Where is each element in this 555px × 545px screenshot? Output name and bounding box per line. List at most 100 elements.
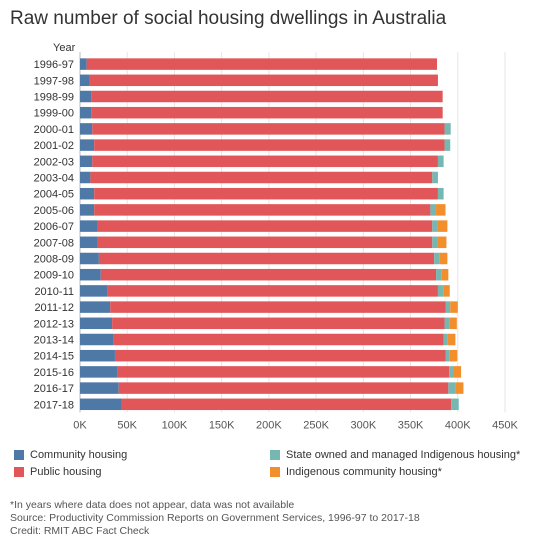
bar-segment <box>80 268 101 281</box>
bar-segment <box>92 155 438 168</box>
bar-segment <box>80 236 97 249</box>
bar-segment <box>114 349 446 362</box>
legend-label: State owned and managed Indigenous housi… <box>286 449 521 461</box>
y-tick-label: 2005-06 <box>34 205 74 217</box>
bar-segment <box>86 58 437 70</box>
legend-item-public-housing: Public housing <box>14 466 102 478</box>
bar-segment <box>97 220 433 232</box>
bar-segment <box>445 301 451 313</box>
legend-label: Indigenous community housing* <box>286 466 442 478</box>
y-tick-label: 2009-10 <box>34 270 74 282</box>
bar-segment <box>437 155 444 168</box>
y-tick-label: 2015-16 <box>34 367 74 379</box>
bar-segment <box>432 171 438 184</box>
x-tick-label: 450K <box>492 419 518 431</box>
x-tick-label: 150K <box>209 419 235 431</box>
legend-swatch <box>14 467 24 477</box>
legend-item-community-housing: Community housing <box>14 449 127 461</box>
bar-segment <box>449 317 457 330</box>
bar-segment <box>441 268 449 281</box>
bar-segment <box>91 90 443 103</box>
bar-segment <box>455 382 464 394</box>
legend-label: Community housing <box>30 449 128 461</box>
bar-segment <box>439 252 448 265</box>
bar-segment <box>437 236 447 249</box>
bar-segment <box>436 268 442 281</box>
bar-segment <box>80 252 99 265</box>
bar-segment <box>118 382 449 394</box>
bar-segment <box>449 349 458 362</box>
footnote-credit: Credit: RMIT ABC Fact Check <box>10 525 150 537</box>
bar-segment <box>80 349 115 362</box>
footnote-availability: *In years where data does not appear, da… <box>10 499 295 511</box>
bar-segment <box>80 301 111 313</box>
bar-segment <box>90 171 433 184</box>
bar-segment <box>98 252 435 265</box>
bar-segment <box>436 204 446 216</box>
bar-segment <box>94 139 445 151</box>
bar-segment <box>80 220 97 232</box>
bar-segment <box>80 204 95 216</box>
bar-segment <box>94 204 431 216</box>
bar-segment <box>94 187 438 200</box>
y-tick-label: 2006-07 <box>34 221 74 233</box>
legend-label: Public housing <box>30 466 102 478</box>
bar-segment <box>444 139 451 151</box>
bar-segment <box>437 220 448 232</box>
y-tick-label: 1999-00 <box>34 108 74 120</box>
y-tick-label: 2008-09 <box>34 254 74 266</box>
bar-segment <box>80 187 95 200</box>
bar-segment <box>80 382 119 394</box>
bar-segment <box>121 398 452 411</box>
legend-swatch <box>270 450 280 460</box>
x-tick-label: 100K <box>162 419 188 431</box>
bar-segment <box>112 317 445 330</box>
y-tick-label: 2000-01 <box>34 124 74 136</box>
y-tick-label: 2007-08 <box>34 237 74 249</box>
bar-segment <box>89 74 438 87</box>
y-tick-label: 2004-05 <box>34 189 74 201</box>
legend-item-indigenous-community-housing: Indigenous community housing* <box>270 466 442 478</box>
bar-segment <box>100 268 437 281</box>
bar-segment <box>80 366 118 378</box>
x-tick-label: 400K <box>445 419 471 431</box>
y-tick-label: 1997-98 <box>34 75 74 87</box>
y-tick-label: 2011-12 <box>34 302 74 314</box>
y-tick-label: 2017-18 <box>34 399 74 411</box>
bar-segment <box>432 236 438 249</box>
stacked-bar-chart: 0K 50K 100K 150K 200K 250K 300K 350K 400K 450K Yea… <box>34 42 519 431</box>
bar-segment <box>80 398 122 411</box>
x-tick-label: 350K <box>398 419 424 431</box>
bar-segment <box>80 123 93 135</box>
bar-segment <box>80 106 92 119</box>
y-tick-label: 1996-97 <box>34 59 74 71</box>
bar-segment <box>80 317 113 330</box>
bar-segment <box>107 285 438 297</box>
y-tick-label: 2001-02 <box>34 140 74 152</box>
bar-segment <box>437 187 444 200</box>
bar-segment <box>448 382 456 394</box>
bar-segment <box>80 58 87 70</box>
bar-segment <box>444 123 451 135</box>
bar-segment <box>110 301 446 313</box>
footnote-source: Source: Productivity Commission Reports … <box>10 512 420 524</box>
bar-segment <box>80 171 91 184</box>
bar-segment <box>92 123 445 135</box>
bar-segment <box>444 317 450 330</box>
bar-segment <box>443 333 448 346</box>
legend-swatch <box>14 450 24 460</box>
bar-segment <box>453 366 462 378</box>
bar-segment <box>450 301 458 313</box>
bar-segment <box>97 236 433 249</box>
y-tick-label: 2010-11 <box>34 286 74 298</box>
chart-title: Raw number of social housing dwellings i… <box>10 8 447 29</box>
x-tick-label: 50K <box>117 419 137 431</box>
bar-segment <box>91 106 443 119</box>
bar-segment <box>80 155 93 168</box>
bar-segment <box>430 204 437 216</box>
bar-segment <box>80 74 90 87</box>
footnotes: *In years where data does not appear, da… <box>10 499 420 538</box>
y-tick-label: 2012-13 <box>34 318 74 330</box>
bar-segment <box>443 285 450 297</box>
bar-segment <box>437 285 444 297</box>
